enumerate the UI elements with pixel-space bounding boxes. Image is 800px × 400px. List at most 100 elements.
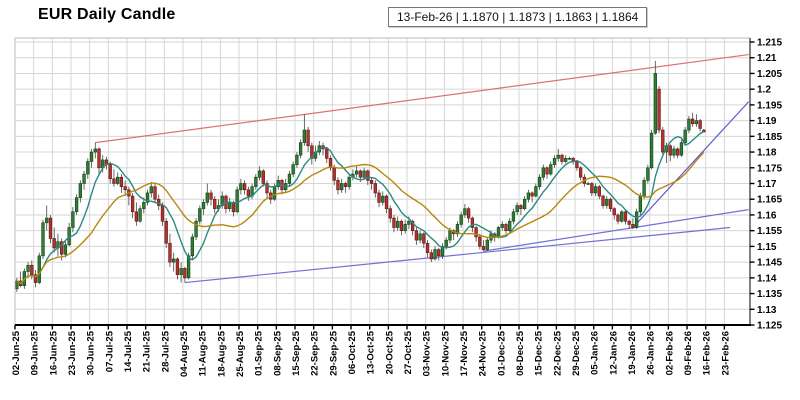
y-tick-label: 1.185 [757,132,782,143]
x-tick-label: 07-Jul-25 [104,330,115,372]
candle-body-up [340,183,344,191]
candle [86,158,90,179]
candle-body-down [504,224,508,231]
y-tick-label: 1.21 [757,53,777,64]
x-tick-label: 27-Oct-25 [403,330,414,374]
candle-body-up [564,158,568,162]
candle-body-up [302,129,307,143]
candle-body-up [354,170,359,175]
candle-body-down [384,195,389,209]
candle-body-up [41,222,45,257]
candle [560,153,564,165]
candle [593,183,598,197]
candle [119,174,124,193]
candle [661,126,665,156]
y-tick-label: 1.2 [757,85,771,96]
candle [295,152,299,168]
candle [508,218,512,233]
candle-body-down [422,233,426,244]
candle [552,155,557,168]
candle-body-down [698,120,702,129]
candle [33,269,38,288]
candle-body-down [97,148,101,169]
candle-body-down [631,224,635,228]
x-tick-label: 23-Feb-26 [720,331,731,375]
y-tick-label: 1.135 [757,289,782,300]
candle-body-up [172,258,176,263]
candle-body-down [157,198,161,206]
candle [328,155,333,171]
candle [668,144,672,162]
candle [138,205,142,223]
y-tick-label: 1.15 [757,242,777,253]
candle [556,148,560,162]
candle-body-down [325,148,329,159]
candle-body-down [134,211,138,222]
candle [463,203,467,219]
candle-body-down [481,246,486,250]
candle-body-up [71,211,75,228]
candle [646,164,650,184]
y-tick-label: 1.145 [757,258,782,269]
y-tick-label: 1.18 [757,148,777,159]
candle [351,169,355,181]
candle-body-up [463,208,467,216]
candle-body-down [627,220,631,225]
candle-body-up [362,170,366,178]
candle-body-up [220,195,224,206]
candle-body-down [175,258,180,275]
x-tick-label: 30-Jun-25 [86,330,97,375]
candle [201,199,206,215]
candle [172,252,176,272]
candle-body-down [676,148,680,156]
candle [418,230,422,244]
candle-body-down [213,198,217,209]
candle-body-up [567,158,572,160]
candle [123,180,127,197]
candle-body-up [396,220,400,228]
candle-body-down [530,192,534,197]
candle [694,114,699,127]
candle [56,233,60,256]
candle-body-up [687,118,691,131]
candle [575,159,579,171]
x-tick-label: 20-Oct-25 [384,330,395,374]
x-tick-label: 03-Nov-25 [422,330,433,376]
candle [425,240,430,258]
candle-body-down [388,208,392,219]
candle [130,192,135,219]
candle [653,60,657,135]
candle-body-down [474,227,478,238]
candle-body-up [541,167,545,178]
candle [142,197,146,214]
candle-body-down [429,252,433,260]
candle-body-down [119,176,124,187]
candle-body-down [392,217,396,228]
candle-body-up [537,176,542,187]
candle-body-down [470,217,475,228]
candle-body-down [366,170,370,181]
x-tick-label: 26-Jan-26 [646,331,657,375]
x-tick-label: 02-Feb-26 [664,331,675,375]
candle [190,233,194,259]
candle-body-down [612,208,616,216]
y-tick-label: 1.13 [757,305,777,316]
candle-body-up [228,202,232,209]
candle [422,232,426,248]
candle [235,186,239,214]
candle [306,126,310,153]
candle-body-down [601,195,605,206]
y-tick-label: 1.175 [757,163,782,174]
candle-body-up [298,142,303,156]
candle-body-down [306,129,310,147]
candle-body-up [694,120,699,125]
candle [343,181,348,193]
candle-body-down [519,205,523,209]
candle-body-down [209,192,213,200]
candle [672,145,676,159]
candle-body-up [672,148,676,156]
candle-body-down [661,129,665,153]
candle [164,218,168,248]
x-tick-label: 25-Aug-25 [235,330,246,377]
candle-body-up [381,195,385,203]
